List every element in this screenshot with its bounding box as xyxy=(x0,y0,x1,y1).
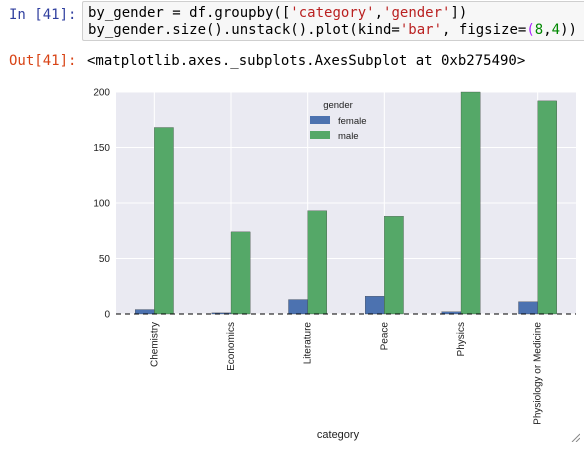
x-axis-label: category xyxy=(317,429,360,441)
code-text: by_gender.size().unstack().plot(kind= xyxy=(88,22,400,38)
code-text: by_gender = df.groupby([ xyxy=(88,5,291,21)
code-number: 4 xyxy=(551,22,561,38)
bar-male xyxy=(154,127,174,315)
bar-male xyxy=(384,216,404,315)
bar-female xyxy=(365,296,385,315)
code-text: ]) xyxy=(450,5,468,21)
output-prompt: Out[41]: xyxy=(9,53,77,69)
bar-chart-output: 0 50 100 150 200 Chemistry Economics Literature… xyxy=(0,78,584,446)
bar-female xyxy=(135,309,155,315)
code-number: 8 xyxy=(534,22,544,38)
code-line: by_gender.size().unstack().plot(kind='ba… xyxy=(88,22,577,39)
bar-chart: 0 50 100 150 200 Chemistry Economics Literature… xyxy=(93,88,576,441)
input-prompt: In [41]: xyxy=(9,7,77,23)
y-tick-label: 0 xyxy=(104,310,110,321)
code-text: , figsize= xyxy=(442,22,527,38)
bar-male xyxy=(230,231,251,315)
code-input-area[interactable]: by_gender = df.groupby(['category','gend… xyxy=(82,1,584,41)
code-string: 'category' xyxy=(290,5,375,21)
code-string: 'gender' xyxy=(383,5,451,21)
legend-title: gender xyxy=(323,100,353,111)
x-tick-label: Physiology or Medicine xyxy=(533,322,544,425)
code-text: , xyxy=(543,22,552,38)
bar-male xyxy=(537,100,557,315)
code-text: , xyxy=(374,5,384,21)
y-tick-label: 50 xyxy=(99,254,111,265)
bar-male xyxy=(460,91,481,315)
legend-swatch-female xyxy=(310,116,330,124)
x-tick-label: Economics xyxy=(226,322,237,371)
x-tick-label: Literature xyxy=(303,322,314,365)
bar-female xyxy=(518,301,538,315)
resize-handle-icon[interactable] xyxy=(570,432,580,442)
x-tick-label: Chemistry xyxy=(149,322,160,367)
code-text: )) xyxy=(560,22,577,38)
code-operator: ( xyxy=(526,22,535,38)
bar-male xyxy=(307,210,327,315)
code-line: by_gender = df.groupby(['category','gend… xyxy=(88,5,467,22)
y-tick-label: 100 xyxy=(93,199,110,210)
output-text: <matplotlib.axes._subplots.AxesSubplot a… xyxy=(87,53,526,69)
legend-label-male: male xyxy=(338,131,359,142)
legend-label-female: female xyxy=(338,116,367,127)
y-tick-label: 150 xyxy=(93,143,110,154)
legend-swatch-male xyxy=(310,131,330,139)
y-tick-label: 200 xyxy=(93,88,110,99)
x-tick-label: Peace xyxy=(379,322,390,351)
bar-female xyxy=(288,299,308,315)
code-string: 'bar' xyxy=(399,22,443,38)
x-tick-label: Physics xyxy=(456,322,467,356)
